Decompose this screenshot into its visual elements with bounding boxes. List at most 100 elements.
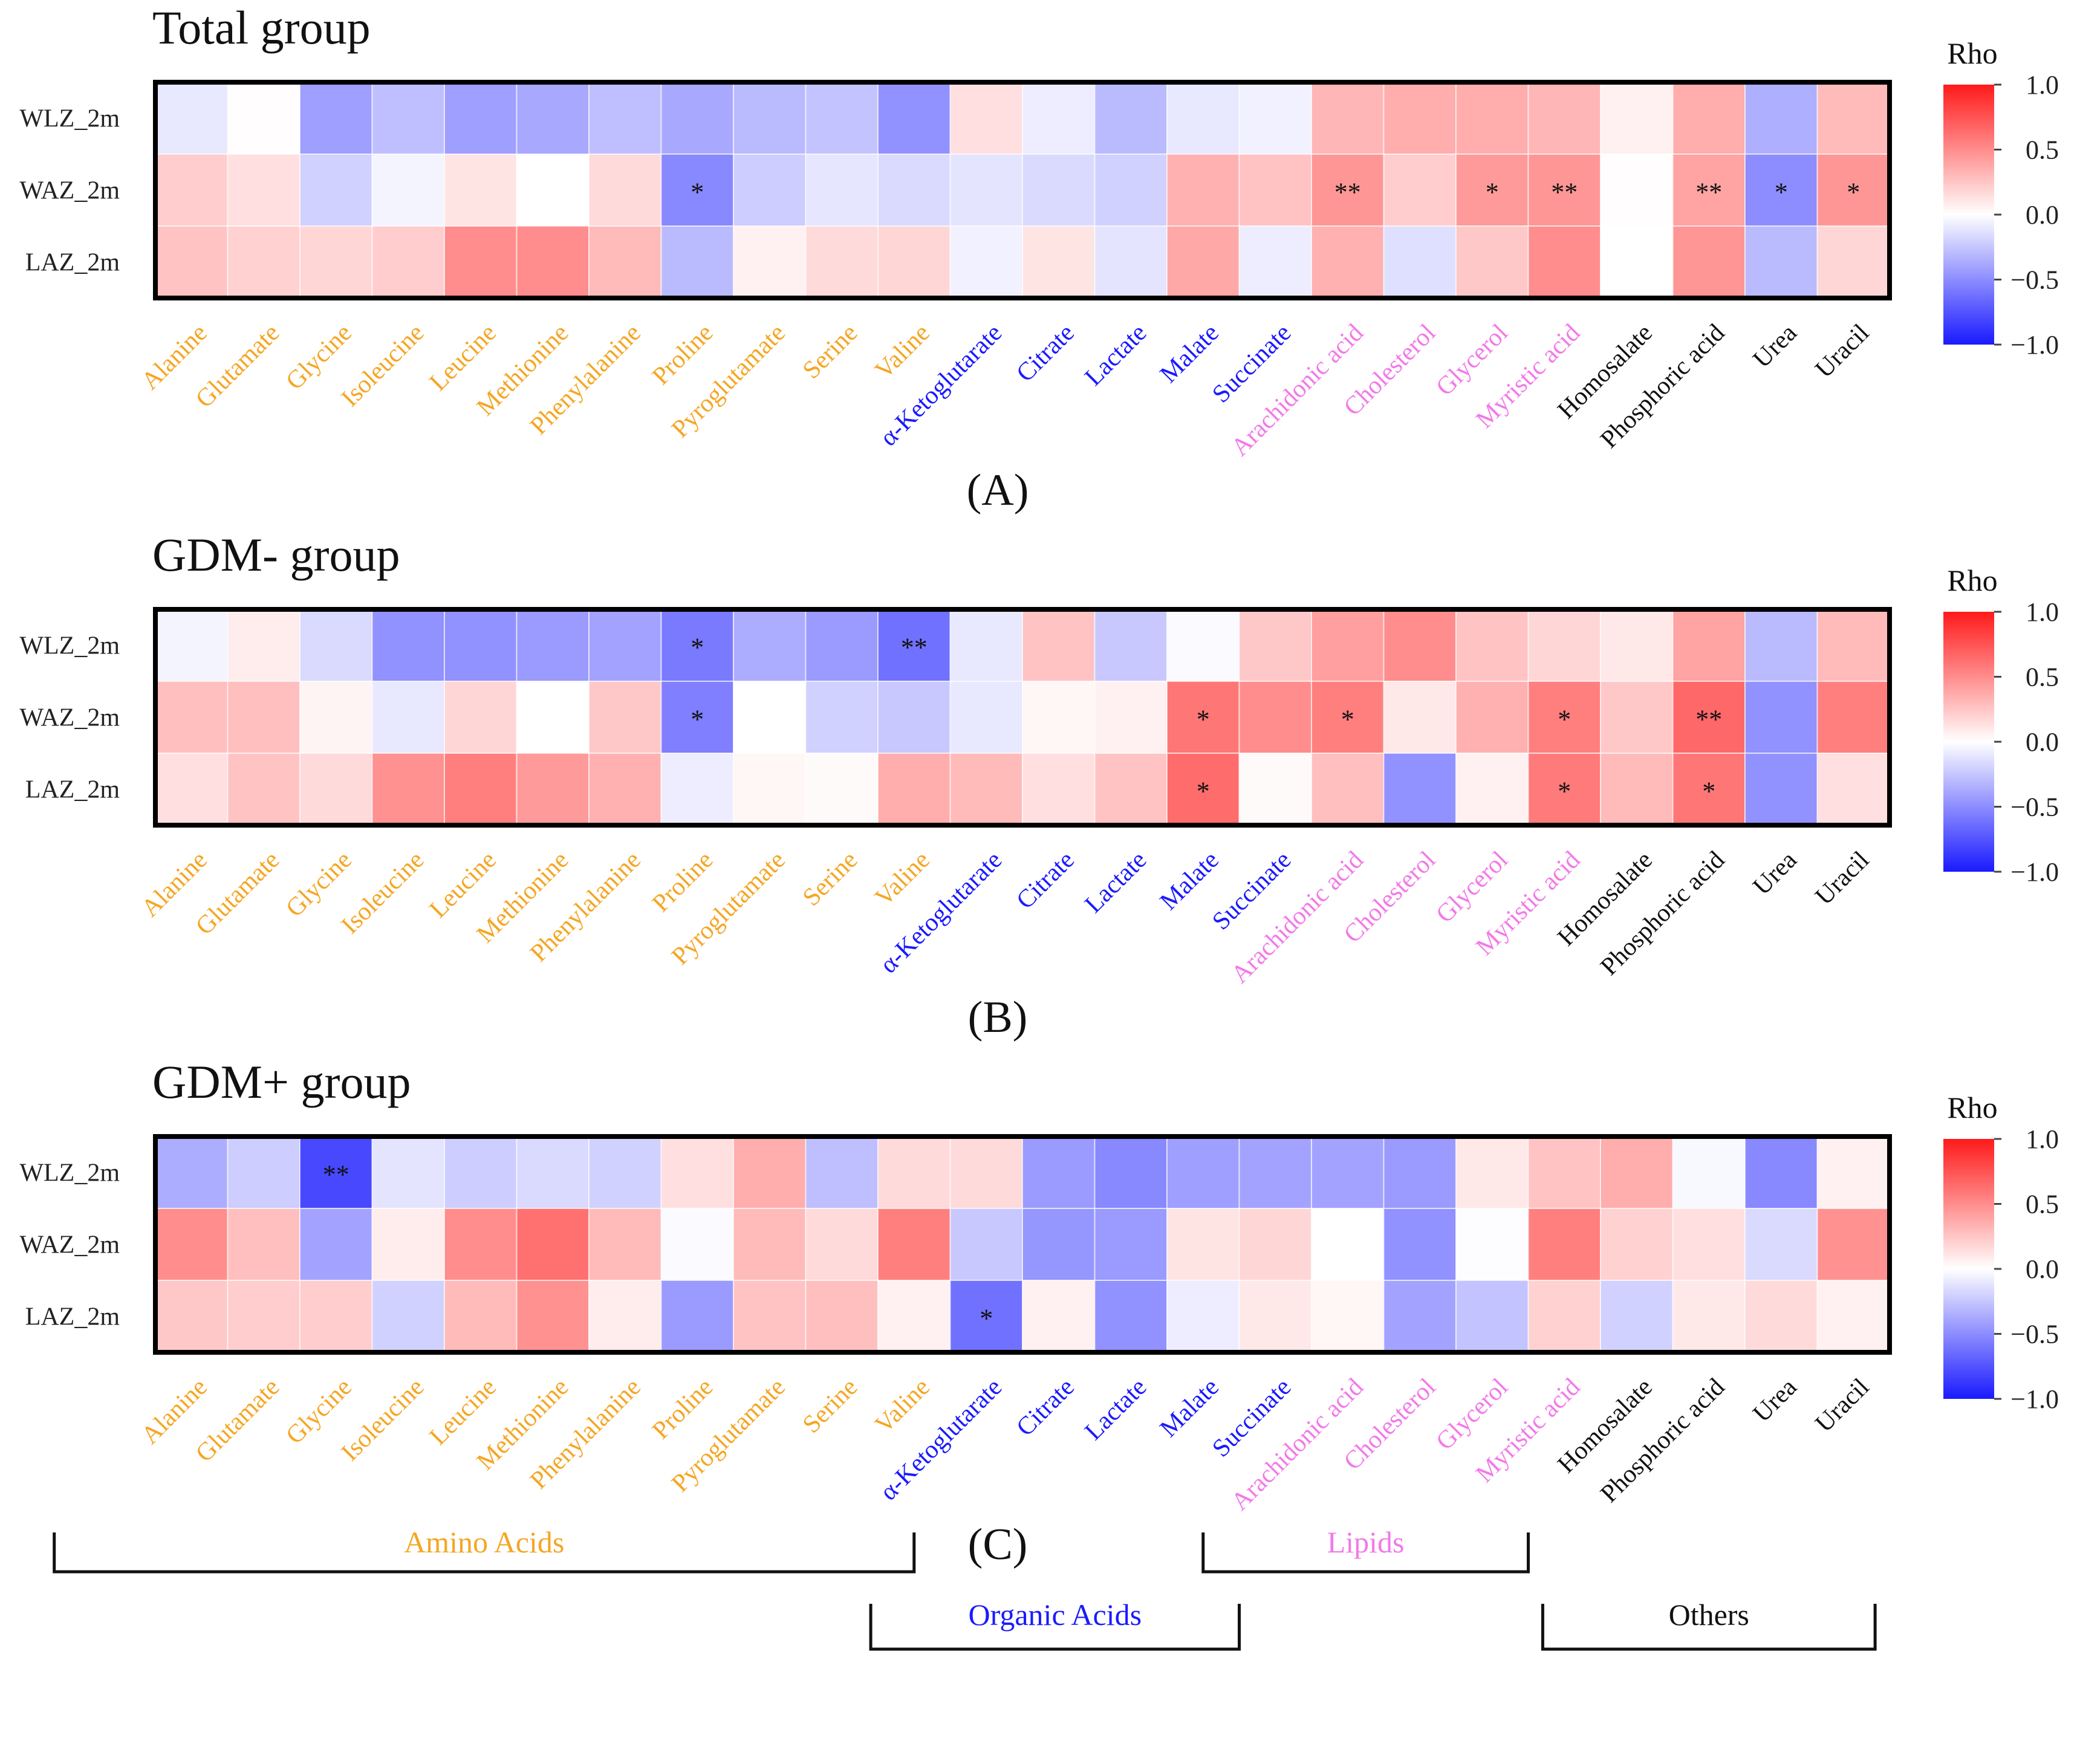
bracket-line — [1201, 1532, 1530, 1574]
heatmap-cell — [1744, 1136, 1818, 1209]
legend-tick-label: −1.0 — [2010, 857, 2059, 887]
metabolite-class-brackets: Amino Acids Organic Acids Lipids Others — [53, 1525, 1877, 1651]
heatmap-cell — [877, 609, 951, 682]
heatmap-cell — [299, 1208, 373, 1281]
heatmap-cell — [227, 82, 301, 155]
heatmap-cell — [1816, 225, 1890, 299]
panel-caption: (A) — [967, 465, 1029, 515]
heatmap-cell — [1022, 609, 1096, 682]
heatmap-cell — [371, 1280, 445, 1353]
heatmap-cell — [155, 154, 229, 227]
legend-tick-label: −0.5 — [2010, 265, 2059, 295]
heatmap-cell — [1744, 681, 1818, 754]
heatmap-cell — [227, 154, 301, 227]
significance-marker: * — [980, 1304, 993, 1334]
heatmap-cell — [299, 681, 373, 754]
row-label: WAZ_2m — [19, 177, 120, 205]
heatmap-cell — [1238, 1280, 1312, 1353]
row-label: WLZ_2m — [19, 632, 120, 660]
legend-title: Rho — [1947, 1091, 1997, 1124]
heatmap-cell — [444, 609, 518, 682]
legend-tick-label: −0.5 — [2010, 793, 2059, 822]
heatmap-cell — [1600, 1136, 1674, 1209]
heatmap-cell — [877, 154, 951, 227]
heatmap-cell — [1166, 1280, 1240, 1353]
heatmap-cell — [1166, 154, 1240, 227]
heatmap-cell — [1022, 154, 1096, 227]
heatmap-cell — [1311, 681, 1385, 754]
heatmap-cell — [877, 753, 951, 826]
heatmap-cell — [949, 1280, 1023, 1353]
heatmap-cell — [1600, 609, 1674, 682]
heatmap-cell — [516, 82, 590, 155]
heatmap-cell — [1455, 753, 1529, 826]
heatmap-cell — [155, 1136, 229, 1209]
heatmap-cell — [1816, 753, 1890, 826]
heatmap-cell — [1383, 82, 1457, 155]
heatmap-cell — [227, 753, 301, 826]
heatmap-cell — [1600, 1280, 1674, 1353]
heatmap-cell — [1238, 82, 1312, 155]
heatmap-cell — [371, 609, 445, 682]
heatmap-cell — [1166, 1208, 1240, 1281]
heatmap-cell — [949, 681, 1023, 754]
group-label: Amino Acids — [404, 1525, 564, 1559]
heatmap-cell — [949, 1208, 1023, 1281]
heatmap-cell — [1600, 1208, 1674, 1281]
significance-marker: * — [1197, 705, 1210, 734]
group-label: Organic Acids — [969, 1598, 1142, 1632]
heatmap-cell — [1022, 1208, 1096, 1281]
heatmap-cell — [1672, 1280, 1746, 1353]
heatmap-cell — [660, 1136, 734, 1209]
heatmap-cell — [660, 681, 734, 754]
heatmap-cell — [1094, 225, 1168, 299]
heatmap-cell — [1816, 1136, 1890, 1209]
heatmap-cell — [227, 1280, 301, 1353]
heatmap-cell — [949, 225, 1023, 299]
heatmap-cell — [1527, 154, 1601, 227]
heatmap-cell — [1455, 82, 1529, 155]
heatmap-cell — [1383, 1136, 1457, 1209]
heatmap-cell — [299, 82, 373, 155]
heatmap-cell — [444, 681, 518, 754]
legend-tick-label: 0.5 — [2026, 1190, 2059, 1219]
heatmap-cell — [1094, 609, 1168, 682]
significance-marker: ** — [1334, 178, 1361, 207]
heatmap-cell — [1166, 82, 1240, 155]
heatmap-cell — [1094, 753, 1168, 826]
legend-title: Rho — [1947, 36, 1997, 70]
heatmap-border — [153, 607, 1892, 828]
color-legend: Rho 1.0 0.5 0.0 −0.5 −1.0 — [1943, 1091, 2059, 1414]
heatmap-cell — [1383, 1208, 1457, 1281]
heatmap-cell — [733, 1280, 807, 1353]
heatmap-cell — [733, 753, 807, 826]
heatmap-cell — [1527, 1208, 1601, 1281]
heatmap-cell — [588, 82, 662, 155]
heatmap-cell — [1672, 154, 1746, 227]
heatmap-cell — [1527, 82, 1601, 155]
group-bracket-lipids: Lipids — [1201, 1525, 1530, 1574]
heatmap-cell — [1455, 681, 1529, 754]
legend-tick-label: 0.0 — [2026, 727, 2059, 757]
row-label: WLZ_2m — [19, 1159, 120, 1187]
heatmap-cell — [1238, 753, 1312, 826]
heatmap-cell — [1744, 1208, 1818, 1281]
heatmap-cell — [1383, 681, 1457, 754]
heatmap-cell — [805, 154, 879, 227]
heatmap-cell — [371, 154, 445, 227]
heatmap-cell — [1816, 609, 1890, 682]
heatmap-cell — [1672, 1208, 1746, 1281]
heatmap-cell — [227, 1208, 301, 1281]
heatmap-cell — [1600, 154, 1674, 227]
group-bracket-others: Others — [1541, 1598, 1877, 1651]
heatmap-cell — [949, 753, 1023, 826]
heatmap-cell — [660, 82, 734, 155]
heatmap-cell — [1094, 1208, 1168, 1281]
significance-marker: * — [1702, 777, 1715, 806]
heatmap-cell — [1238, 154, 1312, 227]
legend-tick-label: −0.5 — [2010, 1320, 2059, 1349]
heatmap-cell — [877, 225, 951, 299]
significance-marker: * — [1775, 178, 1788, 207]
heatmap-cell — [1094, 82, 1168, 155]
heatmap-cell — [1311, 1280, 1385, 1353]
